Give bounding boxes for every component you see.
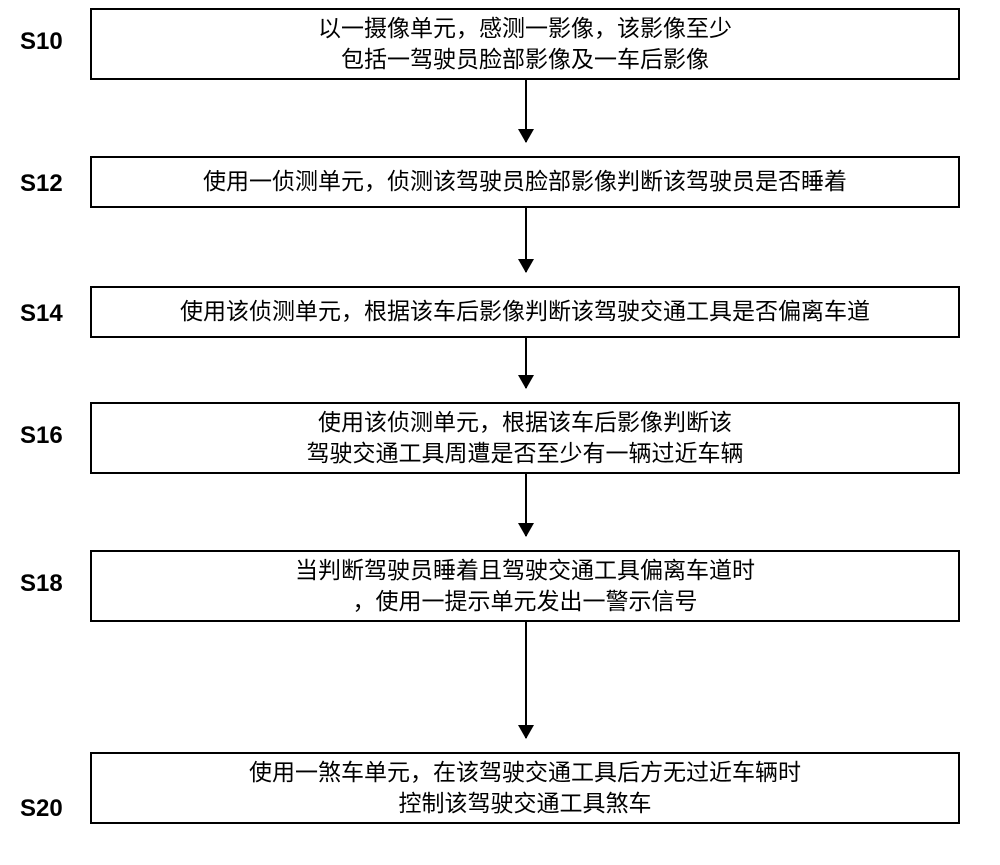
- arrow-s10-s12: [525, 80, 527, 142]
- step-box-s18: 当判断驾驶员睡着且驾驶交通工具偏离车道时，使用一提示单元发出一警示信号: [90, 550, 960, 622]
- arrow-s14-s16: [525, 338, 527, 388]
- step-box-s16: 使用该侦测单元，根据该车后影像判断该驾驶交通工具周遭是否至少有一辆过近车辆: [90, 402, 960, 474]
- step-box-s20: 使用一煞车单元，在该驾驶交通工具后方无过近车辆时控制该驾驶交通工具煞车: [90, 752, 960, 824]
- arrow-s16-s18: [525, 474, 527, 536]
- step-text-s14: 使用该侦测单元，根据该车后影像判断该驾驶交通工具是否偏离车道: [180, 296, 870, 327]
- arrow-s18-s20: [525, 622, 527, 738]
- arrow-s12-s14: [525, 208, 527, 272]
- step-text-s18: 当判断驾驶员睡着且驾驶交通工具偏离车道时，使用一提示单元发出一警示信号: [295, 555, 755, 617]
- step-text-s16: 使用该侦测单元，根据该车后影像判断该驾驶交通工具周遭是否至少有一辆过近车辆: [307, 407, 744, 469]
- step-text-s12: 使用一侦测单元，侦测该驾驶员脸部影像判断该驾驶员是否睡着: [203, 166, 847, 197]
- step-box-s14: 使用该侦测单元，根据该车后影像判断该驾驶交通工具是否偏离车道: [90, 286, 960, 338]
- step-label-s12: S12: [20, 170, 63, 198]
- step-label-s18: S18: [20, 570, 63, 598]
- step-box-s12: 使用一侦测单元，侦测该驾驶员脸部影像判断该驾驶员是否睡着: [90, 156, 960, 208]
- step-label-s14: S14: [20, 300, 63, 328]
- step-text-s20: 使用一煞车单元，在该驾驶交通工具后方无过近车辆时控制该驾驶交通工具煞车: [249, 757, 801, 819]
- flowchart-canvas: S10 以一摄像单元，感测一影像，该影像至少包括一驾驶员脸部影像及一车后影像 S…: [0, 0, 1000, 865]
- step-label-s20: S20: [20, 795, 63, 823]
- step-text-s10: 以一摄像单元，感测一影像，该影像至少包括一驾驶员脸部影像及一车后影像: [318, 13, 732, 75]
- step-box-s10: 以一摄像单元，感测一影像，该影像至少包括一驾驶员脸部影像及一车后影像: [90, 8, 960, 80]
- step-label-s10: S10: [20, 28, 63, 56]
- step-label-s16: S16: [20, 422, 63, 450]
